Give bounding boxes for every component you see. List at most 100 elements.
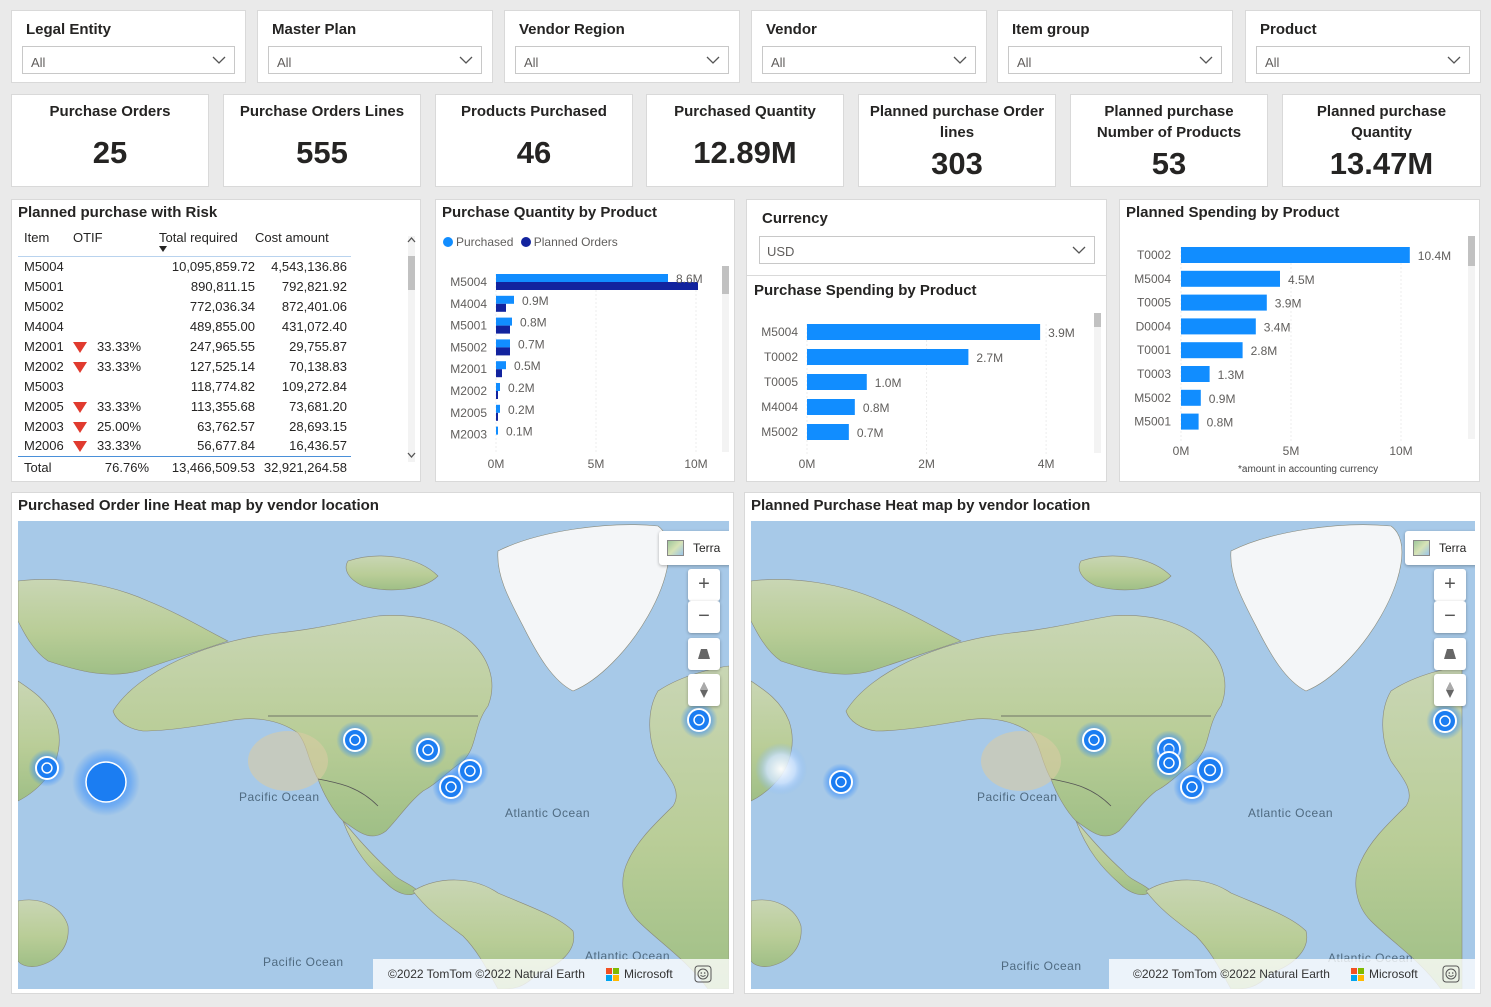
- item-group-dropdown[interactable]: All: [1008, 46, 1222, 74]
- marker-core: [349, 734, 361, 746]
- legal-entity-dropdown[interactable]: All: [22, 46, 235, 74]
- scrollbar-thumb[interactable]: [1094, 313, 1101, 327]
- bar[interactable]: [807, 349, 969, 365]
- rotate-compass-button[interactable]: [1434, 674, 1466, 706]
- category-label: M2003: [450, 428, 487, 442]
- bar-planned[interactable]: [496, 282, 698, 290]
- bar-purchased[interactable]: [496, 274, 668, 282]
- bar[interactable]: [807, 424, 849, 440]
- marker-core: [1186, 781, 1198, 793]
- bar-purchased[interactable]: [496, 361, 506, 370]
- chart-scrollbar[interactable]: [722, 266, 729, 452]
- cell-total-required: 127,525.14: [189, 358, 255, 374]
- feedback-smiley-icon[interactable]: [1442, 965, 1460, 983]
- table-scrollbar[interactable]: [408, 236, 415, 462]
- pitch-button[interactable]: [688, 638, 720, 670]
- legend-label-purchased[interactable]: Purchased: [456, 235, 514, 249]
- vendor-location-marker[interactable]: [85, 761, 127, 803]
- x-tick-label: 5M: [1283, 444, 1300, 458]
- currency-dropdown[interactable]: USD: [759, 236, 1095, 264]
- bar[interactable]: [807, 399, 855, 415]
- pitch-button[interactable]: [1434, 638, 1466, 670]
- table-row[interactable]: M5003 118,774.82 109,272.84: [18, 376, 351, 396]
- data-label: 1.0M: [875, 376, 902, 390]
- cell-cost-amount: 872,401.06: [281, 298, 347, 314]
- product-dropdown[interactable]: All: [1256, 46, 1470, 74]
- column-header-item[interactable]: Item: [18, 228, 73, 257]
- chart-scrollbar[interactable]: [1094, 313, 1101, 453]
- vendor-location-map[interactable]: Pacific Ocean Atlantic Ocean Pacific Oce…: [18, 521, 729, 989]
- bar-purchased[interactable]: [496, 383, 500, 391]
- legend-label-planned[interactable]: Planned Orders: [533, 235, 618, 249]
- column-header-cost-amount[interactable]: Cost amount: [255, 228, 351, 257]
- zoom-in-button[interactable]: +: [688, 569, 720, 601]
- column-header-otif[interactable]: OTIF: [73, 228, 159, 257]
- scroll-up-icon[interactable]: [407, 236, 416, 244]
- scrollbar-thumb[interactable]: [722, 266, 729, 294]
- data-label: 0.7M: [857, 426, 884, 440]
- bar[interactable]: [1181, 389, 1201, 406]
- table-row[interactable]: M2005 33.33% 113,355.68 73,681.20: [18, 396, 351, 416]
- map-style-button[interactable]: Terra: [1405, 531, 1475, 565]
- table-row[interactable]: M5001 890,811.15 792,821.92: [18, 276, 351, 296]
- table-row[interactable]: M2006 33.33% 56,677.84 16,436.57: [18, 436, 351, 456]
- vendor-location-map[interactable]: Pacific Ocean Atlantic Ocean Pacific Oce…: [751, 521, 1475, 989]
- vendor-dropdown[interactable]: All: [762, 46, 976, 74]
- heat-hotspot[interactable]: [755, 743, 807, 795]
- table-row[interactable]: M5004 10,095,859.72 4,543,136.86: [18, 256, 351, 276]
- table-row[interactable]: M2003 25.00% 63,762.57 28,693.15: [18, 416, 351, 436]
- table-row[interactable]: M2002 33.33% 127,525.14 70,138.83: [18, 356, 351, 376]
- bar[interactable]: [1181, 342, 1243, 359]
- landmass: [1078, 555, 1172, 591]
- scroll-down-icon[interactable]: [407, 451, 416, 459]
- kpi-purchase-orders: Purchase Orders 25: [11, 94, 209, 187]
- chart-footnote: *amount in accounting currency: [1238, 464, 1379, 475]
- table-row[interactable]: M2001 33.33% 247,965.55 29,755.87: [18, 336, 351, 356]
- bar[interactable]: [1181, 413, 1199, 430]
- scrollbar-thumb[interactable]: [408, 256, 415, 290]
- bar-planned[interactable]: [496, 412, 498, 421]
- cell-total-required: 772,036.34: [189, 298, 255, 314]
- bar-planned[interactable]: [496, 391, 498, 399]
- vendor-region-dropdown[interactable]: All: [515, 46, 729, 74]
- bar[interactable]: [1181, 366, 1210, 382]
- kpi-value: 25: [92, 135, 128, 170]
- bar-purchased[interactable]: [496, 339, 510, 348]
- category-label: M5001: [450, 319, 487, 333]
- scrollbar-thumb[interactable]: [1468, 236, 1475, 266]
- data-label: 0.2M: [508, 403, 535, 417]
- column-header-total-required[interactable]: Total required: [159, 228, 255, 257]
- bar[interactable]: [807, 324, 1041, 340]
- map-attribution-bar: ©2022 TomTom ©2022 Natural Earth Microso…: [1109, 959, 1475, 989]
- bar-planned[interactable]: [496, 369, 502, 378]
- map-style-button[interactable]: Terra: [659, 531, 729, 565]
- slicer-item-group: Item group All: [997, 10, 1233, 83]
- bar-planned[interactable]: [496, 347, 510, 356]
- zoom-in-button[interactable]: +: [1434, 569, 1466, 601]
- otif-value: 33.33%: [97, 358, 142, 374]
- bar[interactable]: [1181, 294, 1267, 311]
- bar-purchased[interactable]: [496, 404, 500, 413]
- data-label: 8.6M: [676, 272, 703, 286]
- bar-purchased[interactable]: [496, 426, 498, 435]
- master-plan-dropdown[interactable]: All: [268, 46, 482, 74]
- risk-warning-icon: [73, 361, 87, 373]
- chart-scrollbar[interactable]: [1468, 236, 1475, 439]
- bar-planned[interactable]: [496, 303, 506, 312]
- bar[interactable]: [1181, 318, 1256, 335]
- category-label: M5004: [761, 325, 798, 339]
- bar[interactable]: [1181, 247, 1410, 263]
- category-label: M5002: [1134, 391, 1171, 405]
- bar-purchased[interactable]: [496, 317, 512, 326]
- table-row[interactable]: M4004 489,855.00 431,072.40: [18, 316, 351, 336]
- zoom-out-button[interactable]: −: [1434, 601, 1466, 633]
- kpi-label: Planned purchase Quantity: [1316, 103, 1447, 141]
- bar-purchased[interactable]: [496, 295, 514, 304]
- rotate-compass-button[interactable]: [688, 674, 720, 706]
- bar[interactable]: [807, 374, 867, 390]
- feedback-smiley-icon[interactable]: [694, 965, 712, 983]
- bar[interactable]: [1181, 270, 1280, 287]
- zoom-out-button[interactable]: −: [688, 601, 720, 633]
- bar-planned[interactable]: [496, 325, 510, 334]
- table-row[interactable]: M5002 772,036.34 872,401.06: [18, 296, 351, 316]
